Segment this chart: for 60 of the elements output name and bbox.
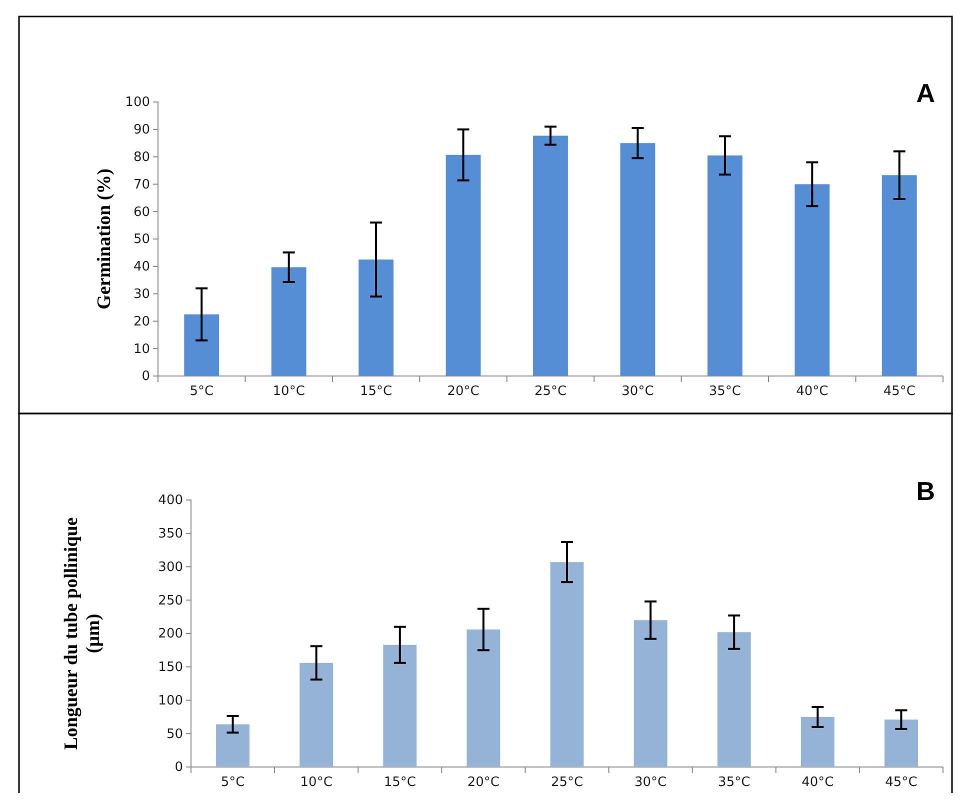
chart-title: B — [916, 476, 935, 506]
bar — [620, 143, 656, 376]
x-tick-label: 40°C — [802, 775, 834, 790]
y-tick-label: 40 — [133, 260, 150, 275]
y-tick-label: 200 — [158, 626, 183, 642]
y-tick-label: 150 — [158, 660, 183, 676]
x-tick-label: 45°C — [883, 384, 916, 400]
bar — [271, 267, 306, 376]
y-tick-label: 50 — [133, 232, 150, 248]
chart-title: A — [916, 78, 936, 108]
x-tick-label: 5°C — [220, 775, 245, 790]
x-tick-label: 10°C — [300, 775, 332, 790]
bar — [794, 184, 830, 376]
x-tick-label: 35°C — [708, 384, 742, 400]
x-tick-label: 20°C — [447, 384, 480, 400]
y-axis-title: Longueur du tube pollinique (µm) — [61, 517, 104, 750]
y-tick-label: 400 — [158, 493, 183, 508]
bar — [216, 724, 250, 767]
y-tick-label: 30 — [133, 286, 150, 302]
x-tick-label: 30°C — [634, 775, 667, 790]
y-tick-label: 60 — [133, 204, 150, 220]
y-tick-label: 0 — [174, 760, 183, 776]
y-tick-label: 350 — [158, 526, 183, 542]
bar — [383, 644, 417, 767]
bar — [533, 136, 568, 376]
x-tick-label: 25°C — [534, 384, 567, 400]
y-tick-label: 70 — [133, 177, 150, 192]
y-tick-label: 300 — [158, 560, 183, 575]
x-tick-label: 30°C — [622, 384, 654, 400]
y-tick-label: 50 — [166, 726, 183, 742]
x-tick-label: 10°C — [272, 384, 305, 400]
y-tick-label: 100 — [158, 693, 183, 708]
bar — [800, 716, 834, 767]
x-tick-label: 35°C — [718, 775, 750, 790]
x-tick-label: 15°C — [384, 775, 416, 790]
x-tick-label: 25°C — [550, 775, 584, 790]
y-tick-label: 10 — [133, 342, 150, 357]
bar — [446, 154, 481, 376]
y-tick-label: 90 — [133, 122, 150, 138]
x-tick-label: 20°C — [467, 775, 500, 790]
bar — [358, 260, 394, 376]
y-tick-label: 0 — [142, 369, 150, 384]
bar — [184, 314, 220, 376]
bar — [717, 632, 751, 767]
bar — [634, 620, 668, 767]
bar — [708, 155, 742, 376]
x-tick-label: 15°C — [360, 384, 392, 400]
x-tick-label: 40°C — [796, 384, 828, 400]
bar — [300, 662, 334, 767]
y-tick-label: 20 — [133, 314, 150, 330]
x-tick-label: 5°C — [190, 384, 214, 400]
y-tick-label: 100 — [125, 95, 150, 110]
y-tick-label: 250 — [158, 593, 183, 608]
x-tick-label: 45°C — [885, 775, 918, 790]
bar — [884, 720, 918, 767]
y-tick-label: 80 — [133, 150, 150, 165]
bar — [882, 175, 917, 376]
bar — [550, 562, 584, 767]
bar — [466, 629, 500, 767]
y-axis-title: Germination (%) — [94, 168, 115, 310]
